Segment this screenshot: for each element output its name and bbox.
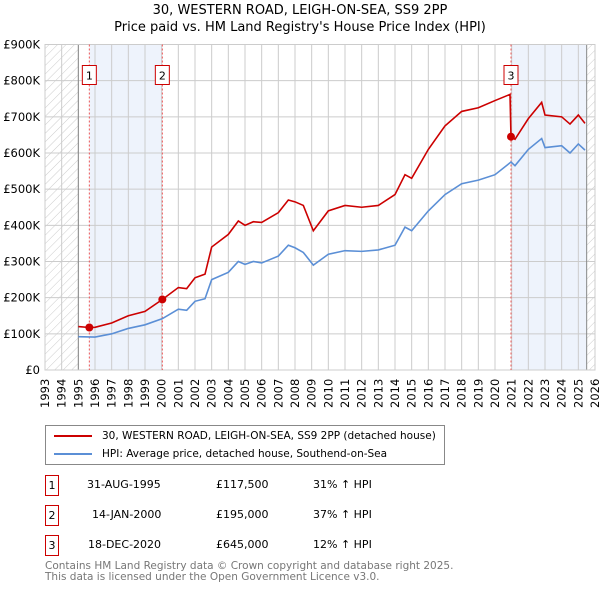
- legend: 30, WESTERN ROAD, LEIGH-ON-SEA, SS9 2PP …: [45, 425, 445, 465]
- x-tick-label: 1997: [105, 379, 119, 408]
- chart: 1993 1994 1995 1996 1997 1998 1999 2000 2001 2002…: [3, 38, 600, 409]
- sale-marker: 1: [45, 475, 59, 496]
- sale-row: 3 18-DEC-2020 £645,000 12% ↑ HPI: [45, 535, 445, 557]
- x-tick-label: 2010: [321, 379, 335, 408]
- x-tick-label: 2023: [538, 379, 552, 408]
- legend-label: HPI: Average price, detached house, Sout…: [102, 448, 388, 460]
- y-tick-label: £0: [25, 363, 40, 377]
- x-tick-label: 1995: [71, 379, 85, 408]
- sale-hpi: 37% ↑ HPI: [313, 508, 372, 521]
- y-tick-label: £400K: [3, 218, 40, 232]
- sale-row: 1 31-AUG-1995 £117,500 31% ↑ HPI: [45, 475, 445, 497]
- sale-label: 3: [508, 70, 515, 83]
- footer: Contains HM Land Registry data © Crown c…: [45, 561, 453, 583]
- title: 30, WESTERN ROAD, LEIGH-ON-SEA, SS9 2PP: [152, 3, 448, 18]
- y-tick-label: £500K: [3, 182, 40, 196]
- x-tick-label: 2020: [488, 379, 502, 408]
- sale-label-box: [154, 65, 170, 85]
- sale-point: [85, 323, 94, 332]
- x-tick-label: 2007: [271, 379, 285, 408]
- sale-price: £645,000: [216, 538, 269, 551]
- y-tick-label: £200K: [3, 291, 40, 305]
- y-tick-label: £300K: [3, 255, 40, 269]
- plot-border: [44, 44, 596, 371]
- license-text: This data is licensed under the Open Gov…: [45, 571, 380, 583]
- x-tick-label: 2017: [438, 379, 452, 408]
- x-tick-label: 2014: [388, 379, 402, 408]
- x-tick-label: 2021: [505, 379, 519, 408]
- sale-hpi: 31% ↑ HPI: [313, 478, 372, 491]
- sale-price: £195,000: [216, 508, 269, 521]
- y-tick-label: £600K: [3, 146, 40, 160]
- subtitle: Price paid vs. HM Land Registry's House …: [114, 20, 486, 35]
- x-tick-label: 2019: [471, 379, 485, 408]
- y-tick-label: £800K: [3, 74, 40, 88]
- chart-title: 30, WESTERN ROAD, LEIGH-ON-SEA, SS9 2PP …: [0, 2, 600, 36]
- hatched-range: [586, 44, 595, 370]
- sale-hpi: 12% ↑ HPI: [313, 538, 372, 551]
- x-tick-label: 2012: [355, 379, 369, 408]
- x-tick-label: 2008: [288, 379, 302, 408]
- sale-price: £117,500: [216, 478, 269, 491]
- x-tick-label: 2000: [155, 379, 169, 408]
- x-tick-label: 2003: [205, 379, 219, 408]
- sale-label-box: [81, 65, 97, 85]
- sale-marker: 2: [45, 505, 59, 526]
- x-tick-label: 2002: [188, 379, 202, 408]
- x-tick-label: 2009: [305, 379, 319, 408]
- legend-swatch-blue: [54, 453, 92, 455]
- sale-row: 2 14-JAN-2000 £195,000 37% ↑ HPI: [45, 505, 445, 527]
- x-tick-label: 2025: [571, 379, 585, 408]
- x-tick-label: 1994: [55, 379, 69, 408]
- x-tick-label: 1999: [138, 379, 152, 408]
- sale-label-box: [503, 65, 519, 85]
- x-tick-label: 2015: [405, 379, 419, 408]
- sale-point: [507, 132, 515, 141]
- x-tick-label: 1998: [121, 379, 135, 408]
- x-tick-label: 2016: [421, 379, 435, 408]
- shaded-range: [89, 44, 163, 370]
- x-tick-label: 2018: [455, 379, 469, 408]
- x-tick-label: 1996: [88, 379, 102, 408]
- sale-date: 14-JAN-2000: [92, 508, 162, 521]
- sale-date: 18-DEC-2020: [88, 538, 162, 551]
- y-tick-label: £700K: [3, 110, 40, 124]
- legend-swatch-red: [54, 435, 92, 437]
- shaded-range: [511, 44, 587, 370]
- legend-label: 30, WESTERN ROAD, LEIGH-ON-SEA, SS9 2PP …: [102, 430, 436, 442]
- legend-item-property: 30, WESTERN ROAD, LEIGH-ON-SEA, SS9 2PP …: [54, 428, 436, 444]
- copyright-text: Contains HM Land Registry data © Crown c…: [45, 560, 454, 572]
- x-tick-label: 2001: [171, 379, 185, 408]
- sale-label: 2: [159, 70, 166, 83]
- x-tick-label: 1993: [38, 379, 52, 408]
- sale-marker: 3: [45, 535, 59, 556]
- sale-label: 1: [86, 70, 93, 83]
- y-tick-label: £100K: [3, 327, 40, 341]
- x-tick-label: 2013: [371, 379, 385, 408]
- sale-date: 31-AUG-1995: [87, 478, 161, 491]
- x-tick-label: 2006: [255, 379, 269, 408]
- x-tick-label: 2026: [588, 379, 600, 408]
- x-tick-label: 2022: [521, 379, 535, 408]
- series-line: [78, 137, 586, 338]
- x-tick-label: 2005: [238, 379, 252, 408]
- sale-point: [158, 295, 167, 304]
- x-tick-label: 2004: [221, 379, 235, 408]
- x-tick-label: 2011: [338, 379, 352, 408]
- legend-item-hpi: HPI: Average price, detached house, Sout…: [54, 446, 387, 462]
- y-tick-label: £900K: [3, 38, 40, 52]
- x-tick-label: 2024: [555, 379, 569, 408]
